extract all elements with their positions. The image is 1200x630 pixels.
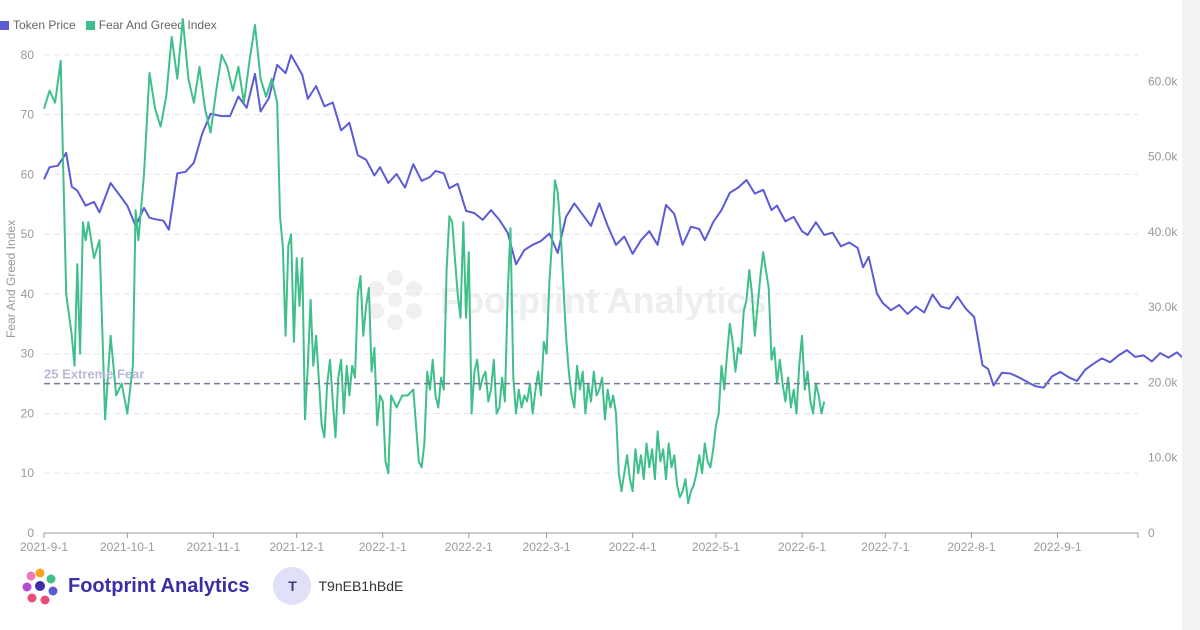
- y-left-tick-label: 20: [21, 406, 35, 420]
- chart-legend: Token Price Fear And Greed Index: [0, 17, 227, 33]
- y-left-tick-label: 80: [21, 48, 35, 62]
- y-left-tick-label: 50: [21, 227, 35, 241]
- x-tick-label: 2021-9-1: [20, 540, 68, 554]
- x-tick-label: 2021-11-1: [186, 540, 240, 554]
- user-name[interactable]: T9nEB1hBdE: [318, 578, 404, 594]
- y-right-tick-label: 50.0k: [1148, 150, 1178, 164]
- legend-label-token-price: Token Price: [13, 18, 76, 32]
- footprint-logo-icon: [22, 568, 58, 605]
- y-right-tick-label: 60.0k: [1148, 74, 1178, 88]
- x-tick-label: 2022-6-1: [778, 540, 826, 554]
- y-right-tick-label: 30.0k: [1148, 300, 1178, 314]
- x-tick-label: 2021-12-1: [269, 540, 324, 554]
- series-line-fear-greed: [43, 18, 826, 505]
- watermark: Footprint Analytics: [368, 270, 767, 330]
- x-tick-label: 2022-9-1: [1033, 540, 1081, 554]
- y-left-tick-label: 10: [21, 466, 35, 480]
- y-right-tick-label: 10.0k: [1148, 451, 1178, 465]
- legend-item-token-price[interactable]: Token Price: [0, 18, 76, 32]
- y-right-tick-label: 20.0k: [1148, 375, 1178, 389]
- watermark-logo-icon: [368, 270, 422, 330]
- x-tick-label: 2022-4-1: [609, 540, 657, 554]
- x-tick-label: 2022-5-1: [692, 540, 740, 554]
- x-tick-label: 2022-8-1: [947, 540, 995, 554]
- legend-label-fear-greed: Fear And Greed Index: [98, 18, 217, 32]
- legend-swatch-token-price: [0, 20, 9, 30]
- x-tick-label: 2022-2-1: [445, 540, 493, 554]
- reference-label: 25 Extreme Fear: [44, 367, 144, 382]
- watermark-text: Footprint Analytics: [440, 280, 767, 321]
- brand[interactable]: Footprint Analytics: [18, 566, 249, 606]
- y-left-tick-label: 0: [27, 526, 34, 540]
- avatar[interactable]: T: [273, 567, 312, 605]
- y-right-tick-label: 40.0k: [1148, 225, 1178, 239]
- x-tick-label: 2021-10-1: [100, 540, 155, 554]
- y-left-tick-label: 70: [21, 108, 35, 122]
- x-tick-label: 2022-1-1: [359, 540, 407, 554]
- brand-name: Footprint Analytics: [68, 574, 250, 597]
- series-line-token-price: [43, 54, 1182, 389]
- y-axis-title: Fear And Greed Index: [4, 220, 18, 338]
- y-left-tick-label: 40: [21, 287, 35, 301]
- x-tick-label: 2022-3-1: [523, 540, 571, 554]
- y-left-tick-label: 30: [21, 347, 35, 361]
- y-left-tick-label: 60: [21, 167, 35, 181]
- x-tick-label: 2022-7-1: [861, 540, 909, 554]
- legend-item-fear-greed[interactable]: Fear And Greed Index: [85, 18, 217, 32]
- line-chart: Footprint Analytics 0 10 20 30 40 50 60 70 80 0 10…: [4, 18, 1182, 554]
- scrollbar-track[interactable]: [1182, 0, 1200, 630]
- y-right-tick-label: 0: [1148, 526, 1155, 540]
- footer-bar: Footprint Analytics T T9nEB1hBdE: [18, 563, 403, 609]
- legend-swatch-fear-greed: [85, 20, 95, 30]
